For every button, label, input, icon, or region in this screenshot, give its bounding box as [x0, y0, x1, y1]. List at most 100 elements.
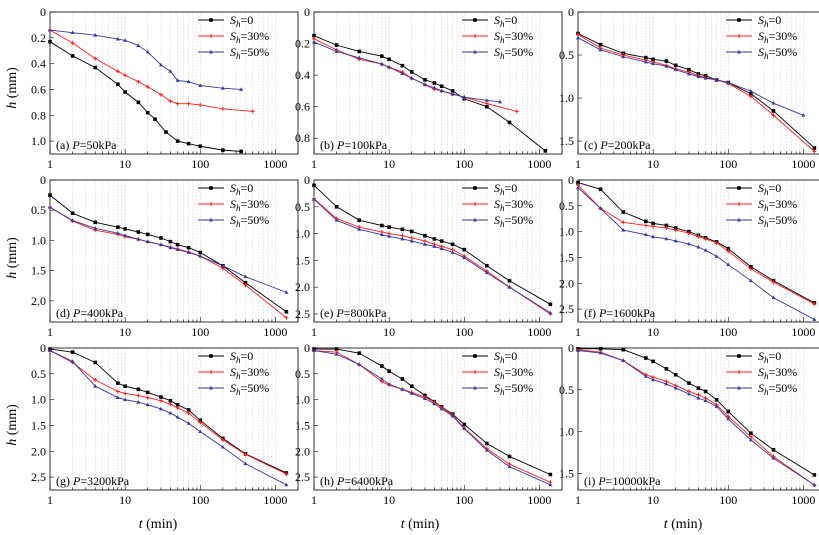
legend-label: Sh=30% — [230, 365, 269, 381]
data-point — [220, 437, 225, 442]
legend-subscript: h — [236, 387, 241, 397]
data-point — [703, 236, 708, 241]
data-point — [387, 234, 392, 238]
data-point — [387, 57, 391, 62]
x-axis-label-unit: (min) — [668, 517, 703, 532]
y-tick-label: 0 — [568, 173, 574, 187]
y-tick-label: 2.0 — [31, 444, 46, 458]
legend-symbol: S — [758, 13, 764, 27]
data-point — [462, 255, 467, 260]
y-tick-label: 0.2 — [31, 31, 46, 45]
data-point — [136, 393, 141, 398]
data-point — [673, 385, 678, 390]
data-point — [696, 386, 701, 390]
legend-label: Sh=0 — [758, 349, 781, 365]
data-point — [186, 101, 191, 106]
x-axis-label-unit: (min) — [405, 517, 440, 532]
data-point — [409, 70, 414, 74]
legend-value: =0 — [769, 13, 782, 27]
legend-marker — [473, 217, 477, 222]
data-point — [812, 149, 817, 154]
data-point — [175, 405, 180, 410]
data-point — [123, 384, 127, 389]
legend-label: Sh=0 — [494, 349, 517, 365]
data-point — [380, 54, 384, 58]
data-point — [284, 290, 289, 294]
data-point — [409, 384, 414, 389]
legend-marker — [473, 49, 477, 54]
data-point — [598, 350, 603, 355]
data-point — [726, 409, 731, 414]
panel-label: (b) P=100kPa — [320, 138, 388, 152]
data-point — [198, 83, 203, 87]
x-tick-label: 100 — [455, 325, 473, 339]
data-point — [116, 82, 120, 87]
data-point — [651, 359, 655, 364]
legend-marker — [473, 385, 477, 390]
x-axis-label-variable: t — [139, 517, 144, 532]
panel-label: (e) P=800kPa — [320, 306, 387, 320]
data-point — [387, 65, 392, 69]
data-point — [168, 398, 173, 403]
data-point — [598, 347, 603, 351]
data-point — [409, 238, 414, 243]
data-point — [145, 395, 150, 400]
legend-symbol: S — [230, 197, 236, 211]
legend-label: Sh=30% — [758, 365, 797, 381]
data-point — [243, 280, 248, 285]
data-point — [644, 356, 648, 360]
data-point — [312, 33, 316, 38]
legend-subscript: h — [764, 219, 769, 229]
legend-marker — [209, 202, 213, 206]
panel-letter: (i) — [584, 474, 598, 488]
panel-h: 00.51.01.52.02.51 10 100 1000Sh=0Sh=30%Sh=5… — [295, 341, 563, 507]
y-tick-label: 0.4 — [31, 57, 46, 71]
data-point — [548, 472, 553, 477]
data-point — [673, 372, 678, 377]
legend-symbol: S — [494, 13, 500, 27]
legend-label: Sh=30% — [758, 29, 797, 45]
data-point — [771, 113, 776, 118]
data-point — [168, 402, 173, 407]
data-point — [484, 98, 489, 102]
panel-letter: (e) — [320, 306, 336, 320]
legend-value: =50% — [241, 381, 270, 395]
data-point — [439, 246, 444, 250]
data-point — [357, 49, 362, 54]
y-tick-label: 1.0 — [559, 425, 574, 439]
pressure-value: =200kPa — [608, 138, 651, 152]
data-point — [186, 79, 191, 84]
data-point — [334, 49, 339, 53]
data-point — [136, 400, 141, 404]
data-point — [749, 431, 753, 435]
data-point — [748, 278, 753, 283]
data-point — [93, 56, 98, 61]
data-point — [432, 244, 437, 248]
legend-symbol: S — [758, 197, 764, 211]
data-point — [123, 73, 128, 78]
data-point — [673, 67, 678, 72]
y-tick-label: 1.0 — [31, 233, 46, 247]
legend-label: Sh=0 — [230, 349, 253, 365]
data-point — [175, 403, 180, 407]
legend-subscript: h — [236, 203, 241, 213]
legend-marker — [209, 186, 213, 190]
data-point — [748, 437, 753, 442]
data-point — [714, 397, 719, 402]
data-point — [116, 381, 120, 385]
data-point — [507, 454, 512, 459]
legend-value: =50% — [505, 381, 534, 395]
data-point — [357, 227, 362, 231]
data-point — [70, 350, 75, 354]
data-point — [576, 348, 580, 352]
y-tick-label: 2.0 — [295, 444, 310, 458]
data-point — [422, 82, 427, 86]
data-point — [168, 239, 173, 244]
data-point — [243, 461, 248, 466]
y-tick-label: 2.5 — [295, 470, 310, 484]
pressure-variable: P — [597, 474, 606, 488]
x-tick-label: 1000 — [263, 493, 287, 507]
data-point — [186, 411, 191, 416]
data-point — [387, 225, 391, 229]
